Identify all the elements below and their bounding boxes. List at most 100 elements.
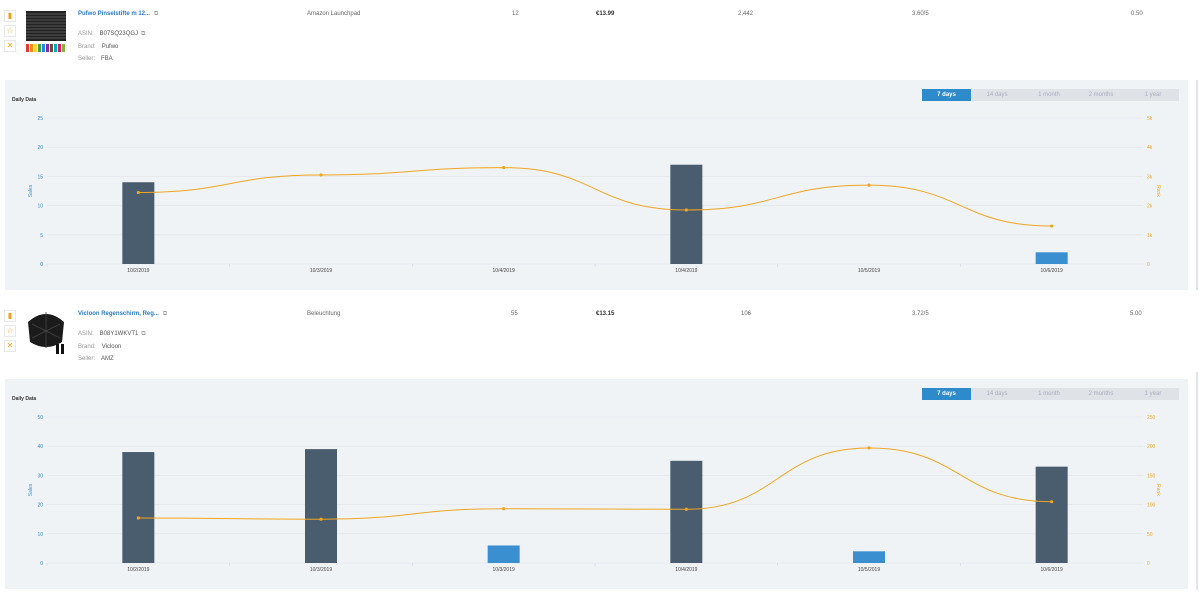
asin-value: B08Y1WKVT1 [99, 331, 139, 337]
rank-point [867, 446, 871, 450]
x-tick-label: 10/5/2019 [858, 567, 880, 573]
last-value: 0.50 [1131, 11, 1143, 17]
copy-icon[interactable]: ⧉ [162, 311, 168, 317]
rank-point [502, 166, 506, 170]
tab-2-months[interactable]: 2 months [1088, 92, 1114, 98]
y-left-label: Sales [28, 483, 34, 496]
y-left-tick: 40 [37, 444, 43, 450]
rank-line [138, 167, 1052, 227]
rank-point [867, 183, 871, 187]
copy-icon[interactable]: ⧉ [141, 331, 146, 337]
y-right-tick: 2k [1147, 204, 1153, 210]
y-left-label: Sales [28, 184, 34, 197]
chart-icon[interactable]: ▮ [4, 10, 16, 22]
y-right-label: Rank [1155, 484, 1161, 496]
x-tick-label: 10/3/2019 [310, 268, 332, 274]
rank-point [1050, 500, 1054, 504]
y-right-tick: 100 [1147, 503, 1156, 509]
category: Beleuchtung [307, 311, 341, 317]
y-right-tick: 5k [1147, 116, 1153, 122]
sales-bar [1035, 252, 1068, 264]
tab-1-year[interactable]: 1 year [1144, 391, 1162, 397]
rank: 2,442 [738, 11, 754, 17]
scrollbar-track[interactable] [1196, 372, 1198, 590]
product-title[interactable]: Pufwo Pinselstifte m 12... ⧉ [78, 11, 159, 17]
y-left-tick: 20 [37, 503, 43, 509]
product-row-1: ▮ ☆ ✕ Pufwo Pinselstifte m 12... ⧉ ASIN: B… [0, 0, 1199, 78]
tab-14-days[interactable]: 14 days [986, 391, 1008, 397]
tab-1-month[interactable]: 1 month [1038, 391, 1060, 397]
tab-1-year[interactable]: 1 year [1144, 92, 1162, 98]
chart-icon[interactable]: ▮ [4, 310, 16, 322]
daily-data-label: Daily Data [12, 396, 37, 402]
sellers-count: 55 [511, 311, 518, 317]
copy-icon[interactable]: ⧉ [154, 11, 159, 17]
category: Amazon Launchpad [307, 11, 361, 17]
rank-point [136, 516, 140, 520]
range-tabs: 7 days 14 days 1 month 2 months 1 year [922, 89, 1179, 101]
x-tick-label: 10/2/2019 [127, 268, 149, 274]
rank-line [138, 447, 1052, 520]
y-left-tick: 0 [40, 262, 43, 268]
x-tick-label: 10/3/2019 [493, 567, 515, 573]
y-right-tick: 4k [1147, 145, 1153, 151]
y-right-tick: 0 [1147, 561, 1150, 567]
sales-bar [670, 460, 703, 563]
rank-point [319, 517, 323, 521]
rating: 3.60/5 [912, 11, 929, 17]
tab-14-days[interactable]: 14 days [986, 92, 1008, 98]
daily-data-label: Daily Data [12, 97, 37, 103]
rank-point [684, 507, 688, 511]
product-image[interactable] [22, 8, 70, 56]
y-right-tick: 3k [1147, 174, 1153, 180]
tab-7-days[interactable]: 7 days [922, 388, 971, 400]
y-left-tick: 15 [37, 174, 43, 180]
brand-value: Vicloon [101, 344, 122, 350]
star-icon[interactable]: ☆ [4, 325, 16, 337]
brand-row: Brand: Vicloon [78, 344, 122, 350]
price: €13.99 [596, 11, 615, 17]
sales-bar [487, 545, 520, 563]
y-right-tick: 200 [1147, 444, 1156, 450]
x-tick-label: 10/6/2019 [1041, 268, 1063, 274]
close-icon[interactable]: ✕ [4, 40, 16, 52]
seller-row: Seller: FBA [78, 56, 113, 62]
range-tabs: 7 days 14 days 1 month 2 months 1 year [922, 388, 1179, 400]
rating: 3.72/5 [912, 311, 929, 317]
brand-value: Pufwo [101, 44, 119, 50]
star-icon[interactable]: ☆ [4, 25, 16, 37]
product-image[interactable] [22, 308, 70, 356]
asin-row: ASIN: B08Y1WKVT1 ⧉ [78, 331, 146, 337]
x-tick-label: 10/3/2019 [310, 567, 332, 573]
rank-point [319, 173, 323, 177]
y-left-tick: 20 [37, 145, 43, 151]
x-tick-label: 10/5/2019 [858, 268, 880, 274]
seller-value: AMZ [101, 356, 114, 362]
scrollbar-track[interactable] [1196, 80, 1198, 290]
y-left-tick: 0 [40, 561, 43, 567]
rank-point [136, 190, 140, 195]
asin-row: ASIN: B07SQ23QGJ ⧉ [78, 31, 146, 37]
rank-point [1050, 224, 1054, 228]
tab-2-months[interactable]: 2 months [1088, 391, 1114, 397]
y-right-tick: 0 [1147, 262, 1150, 268]
rank-point [684, 208, 688, 212]
y-left-tick: 50 [37, 415, 43, 421]
x-tick-label: 10/6/2019 [1041, 567, 1063, 573]
brand-row: Brand: Pufwo [78, 44, 119, 50]
price: €13.15 [596, 311, 615, 317]
tab-1-month[interactable]: 1 month [1038, 92, 1060, 98]
product-row-2: ▮ ☆ ✕ Vicloon Regenschirm, Reg... ⧉ ASIN:… [0, 300, 1199, 378]
y-left-tick: 10 [37, 532, 43, 538]
product-title[interactable]: Vicloon Regenschirm, Reg... ⧉ [78, 311, 168, 317]
sales-bar [1035, 466, 1068, 563]
y-right-tick: 150 [1147, 473, 1156, 479]
y-right-label: Rank [1155, 185, 1161, 197]
close-icon[interactable]: ✕ [4, 340, 16, 352]
y-left-tick: 30 [37, 473, 43, 479]
tab-7-days[interactable]: 7 days [922, 89, 971, 101]
sales-bar [670, 164, 703, 264]
y-right-tick: 50 [1147, 532, 1153, 538]
copy-icon[interactable]: ⧉ [141, 31, 146, 37]
x-tick-label: 10/4/2019 [675, 268, 697, 274]
